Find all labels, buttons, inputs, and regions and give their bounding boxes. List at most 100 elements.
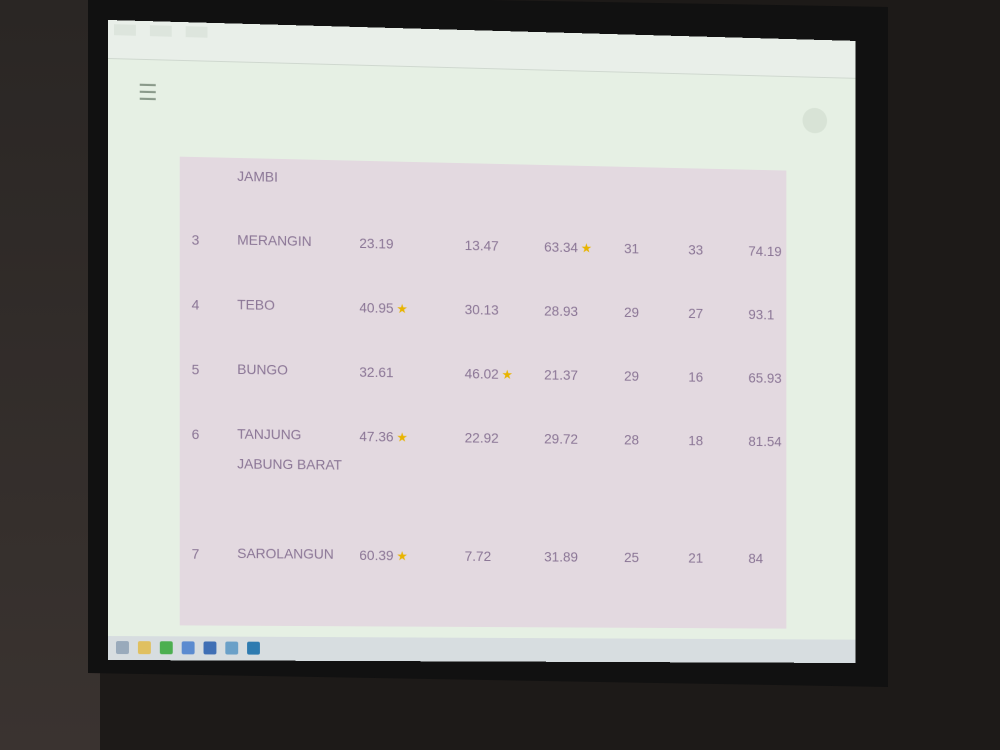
star-icon: ★: [396, 429, 408, 445]
app-icon[interactable]: [159, 641, 173, 655]
table-row: 3 MERANGIN 23.19 13.47 63.34 ★ 31 33 74.19: [180, 231, 787, 260]
cell-text: BUNGO: [237, 360, 288, 378]
star-icon: ★: [396, 301, 408, 317]
browser-tab[interactable]: [185, 26, 208, 38]
cell-c3: 21.37: [544, 367, 578, 383]
cell-text: 30.13: [464, 301, 499, 318]
cell-text: TEBO: [237, 296, 275, 313]
cell-text: 23.19: [359, 235, 394, 252]
cell-c5: 16: [688, 369, 703, 385]
cell-text: 32.61: [359, 363, 394, 381]
table-row: 4 TEBO 40.95 ★ 30.13 28.93 29 27 93.1: [180, 296, 787, 322]
room-wall: [0, 0, 100, 750]
cell-text: 25: [624, 549, 640, 566]
cell-c5: 33: [688, 242, 703, 258]
taskbar: [108, 636, 856, 663]
app-icon[interactable]: [225, 641, 239, 655]
cell-text: 81.54: [748, 433, 782, 450]
browser-tab[interactable]: [149, 25, 172, 37]
cell-c5: 18: [688, 432, 703, 448]
cell-text: 21.37: [544, 366, 578, 383]
cell-name: BUNGO: [237, 354, 345, 385]
cell-text: 63.34: [544, 238, 578, 256]
cell-c3: 29.72: [544, 431, 578, 447]
cell-text: SAROLANGUN: [237, 545, 334, 562]
cell-text: 18: [688, 432, 704, 449]
cell-c3: 31.89: [544, 549, 578, 565]
cell-text: 4: [191, 296, 200, 313]
cell-c2: 7.72: [465, 548, 491, 564]
hamburger-icon[interactable]: ☰: [137, 79, 158, 106]
cell-name: SAROLANGUN: [237, 538, 345, 569]
cell-text: 74.19: [748, 242, 782, 260]
cell-text: 84: [748, 550, 764, 567]
cell-no: 3: [192, 232, 200, 248]
cell-c2: 46.02 ★: [465, 365, 513, 382]
cell-c4: 29: [624, 368, 639, 384]
cell-text: 29.72: [544, 430, 578, 447]
app-icon[interactable]: [181, 641, 195, 655]
projected-screen: ☰ JAMBI 3 MERANGIN 23.19 13.47 63.34 ★ 31 33 74.…: [108, 20, 856, 663]
cell-no: 4: [192, 296, 200, 312]
app-icon[interactable]: [247, 641, 260, 655]
cell-c5: 27: [688, 305, 703, 321]
data-table: JAMBI 3 MERANGIN 23.19 13.47 63.34 ★ 31 33 74.19…: [179, 156, 787, 629]
cell-c1: 32.61: [359, 364, 393, 380]
cell-text: 7.72: [464, 547, 492, 564]
table-header-partial: JAMBI: [180, 167, 787, 185]
cell-name: TANJUNG JABUNG BARAT: [237, 419, 345, 480]
avatar[interactable]: [802, 107, 828, 134]
cell-text: 60.39: [359, 547, 394, 564]
cell-text: 47.36: [359, 428, 394, 445]
cell-text: 33: [688, 241, 704, 258]
browser-tab[interactable]: [113, 24, 136, 36]
cell-text: 21: [688, 549, 704, 566]
cell-c1: 23.19: [359, 235, 393, 252]
cell-c1: 60.39 ★: [359, 547, 408, 564]
star-icon: ★: [580, 240, 593, 256]
cell-c3: 28.93: [544, 303, 578, 319]
app-icon[interactable]: [203, 641, 217, 655]
cell-text: 40.95: [359, 299, 394, 316]
cell-c1: 40.95 ★: [359, 299, 408, 317]
cell-text: 3: [191, 231, 200, 248]
cell-text: 22.92: [464, 429, 499, 446]
cell-text: 5: [191, 361, 200, 378]
cell-c5: 21: [688, 550, 703, 566]
cell-text: 6: [191, 426, 200, 443]
cell-no: 5: [192, 361, 200, 377]
cell-text: MERANGIN: [237, 231, 312, 249]
cell-text: 46.02: [464, 365, 499, 382]
cell-c4: 25: [624, 549, 639, 565]
cell-c6: 93.1: [748, 306, 774, 322]
cell-c4: 29: [624, 304, 639, 320]
cell-no: 6: [192, 426, 200, 442]
cell-c6: 74.19: [748, 243, 781, 259]
star-icon: ★: [396, 548, 408, 564]
cell-text: 93.1: [748, 306, 775, 323]
cell-text: 31.89: [544, 548, 578, 565]
cell-text: 7: [191, 545, 200, 562]
cell-text: 31: [624, 240, 640, 257]
cell-text: 65.93: [748, 369, 782, 386]
folder-icon[interactable]: [137, 641, 151, 655]
cell-c3: 63.34 ★: [544, 239, 592, 257]
cell-c2: 22.92: [465, 430, 499, 446]
cell-text: 13.47: [464, 237, 499, 254]
cell-text: 28.93: [544, 302, 578, 320]
table-row: 7 SAROLANGUN 60.39 ★ 7.72 31.89 25 21 84: [180, 545, 787, 566]
cell-c4: 28: [624, 432, 639, 448]
header-text: JAMBI: [237, 167, 278, 185]
cell-c6: 84: [748, 550, 763, 566]
cell-c6: 81.54: [748, 433, 781, 449]
start-icon[interactable]: [115, 641, 129, 655]
cell-name: MERANGIN: [237, 225, 345, 257]
cell-text: 29: [624, 304, 640, 321]
cell-c2: 13.47: [465, 237, 499, 253]
cell-c6: 65.93: [748, 370, 781, 386]
cell-text: TANJUNG JABUNG BARAT: [237, 425, 342, 473]
cell-text: 29: [624, 367, 640, 384]
cell-text: 16: [688, 368, 704, 385]
table-row: 6 TANJUNG JABUNG BARAT 47.36 ★ 22.92 29.72 28 1…: [180, 426, 787, 473]
cell-c1: 47.36 ★: [359, 428, 408, 445]
